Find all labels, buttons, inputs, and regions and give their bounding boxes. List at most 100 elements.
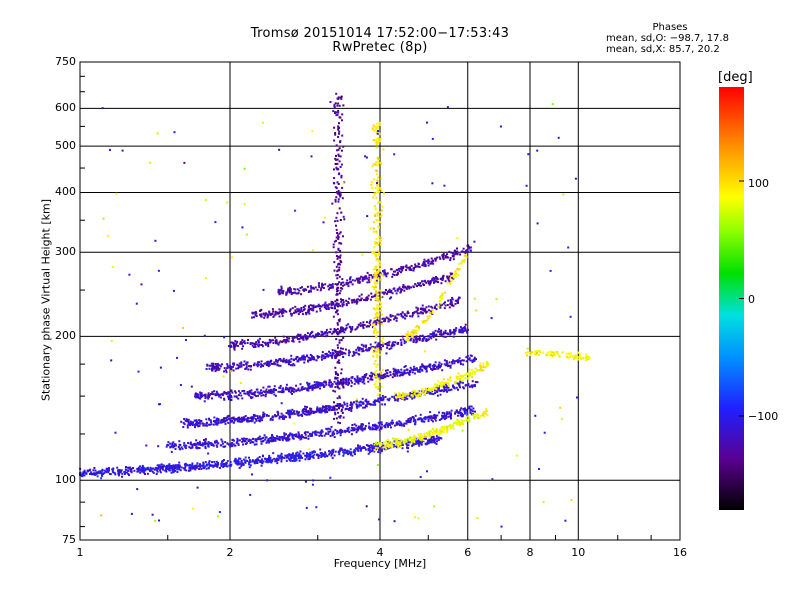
echo-point	[427, 418, 430, 421]
echo-point	[223, 465, 225, 468]
echo-point	[439, 299, 442, 302]
echo-point	[420, 391, 423, 394]
echo-point	[333, 436, 336, 439]
echo-point	[231, 417, 234, 419]
echo-point	[332, 451, 335, 454]
echo-point	[380, 443, 382, 445]
echo-point	[259, 365, 262, 368]
echo-point	[439, 302, 442, 305]
echo-point	[305, 338, 308, 341]
echo-point	[228, 414, 231, 417]
echo-point	[386, 346, 389, 349]
echo-point	[111, 468, 114, 471]
echo-point	[366, 271, 369, 274]
echo-point	[425, 281, 428, 284]
echo-point	[252, 346, 255, 348]
echo-point	[266, 391, 269, 394]
echo-point	[419, 337, 422, 340]
echo-point	[252, 414, 255, 416]
echo-point	[320, 454, 323, 457]
echo-point	[449, 301, 452, 304]
echo-point	[173, 445, 176, 448]
echo-point	[288, 453, 291, 456]
echo-point	[538, 349, 541, 352]
echo-point	[482, 364, 485, 367]
echo-point	[340, 95, 343, 98]
echo-point	[454, 270, 457, 273]
echo-point	[395, 372, 398, 375]
echo-point	[280, 359, 283, 362]
echo-point	[197, 393, 200, 396]
echo-point	[178, 447, 181, 450]
echo-point	[262, 436, 265, 439]
echo-point	[356, 300, 359, 303]
echo-point	[377, 160, 380, 163]
echo-point	[227, 392, 229, 395]
echo-point	[394, 373, 396, 376]
echo-point	[275, 339, 278, 341]
echo-point	[390, 347, 393, 350]
echo-point	[345, 452, 348, 455]
echo-point	[313, 450, 316, 453]
echo-point	[402, 392, 405, 395]
echo-point	[277, 290, 280, 293]
echo-point	[329, 286, 332, 289]
echo-point	[357, 405, 360, 408]
echo-point	[310, 290, 312, 293]
echo-point	[341, 429, 344, 432]
echo-point	[314, 386, 317, 389]
echo-point	[369, 378, 372, 381]
echo-point	[258, 459, 261, 462]
echo-point	[317, 381, 320, 384]
echo-point	[441, 414, 443, 417]
echo-point	[420, 368, 423, 371]
echo-point	[351, 403, 354, 406]
echo-point	[442, 383, 445, 386]
echo-point	[386, 292, 388, 295]
echo-point	[228, 417, 230, 420]
echo-point	[187, 423, 190, 426]
echo-point	[470, 413, 473, 416]
echo-point	[178, 466, 181, 469]
echo-point	[436, 414, 439, 417]
echo-point	[271, 435, 274, 438]
echo-point	[377, 451, 380, 454]
echo-point	[370, 292, 373, 295]
echo-point	[336, 149, 339, 152]
echo-point	[457, 298, 460, 301]
echo-point	[140, 467, 143, 470]
echo-point	[171, 444, 174, 447]
echo-point	[436, 440, 438, 443]
echo-point	[243, 440, 246, 443]
echo-point	[463, 326, 466, 328]
echo-point	[335, 216, 338, 219]
echo-point	[362, 350, 365, 352]
echo-point	[257, 339, 259, 342]
echo-point	[289, 458, 292, 461]
echo-point	[386, 317, 389, 320]
echo-point	[288, 289, 291, 292]
echo-point	[273, 389, 276, 391]
echo-point	[281, 439, 284, 442]
echo-point	[285, 454, 288, 457]
echo-point	[477, 414, 479, 417]
echo-point	[378, 344, 381, 346]
echo-point	[338, 281, 341, 284]
echo-point	[450, 412, 452, 415]
echo-point	[573, 354, 576, 357]
echo-point	[348, 452, 351, 455]
echo-point	[256, 459, 259, 462]
echo-point	[433, 437, 435, 440]
echo-point	[270, 339, 273, 342]
echo-point	[252, 417, 254, 420]
echo-point	[285, 386, 288, 389]
echo-point	[381, 291, 384, 294]
echo-point	[332, 315, 335, 318]
echo-point	[274, 336, 277, 339]
echo-point	[341, 134, 344, 137]
echo-point	[248, 463, 251, 466]
echo-point	[356, 279, 359, 282]
echo-point	[524, 352, 527, 355]
echo-point	[434, 367, 437, 370]
echo-point	[298, 455, 301, 458]
